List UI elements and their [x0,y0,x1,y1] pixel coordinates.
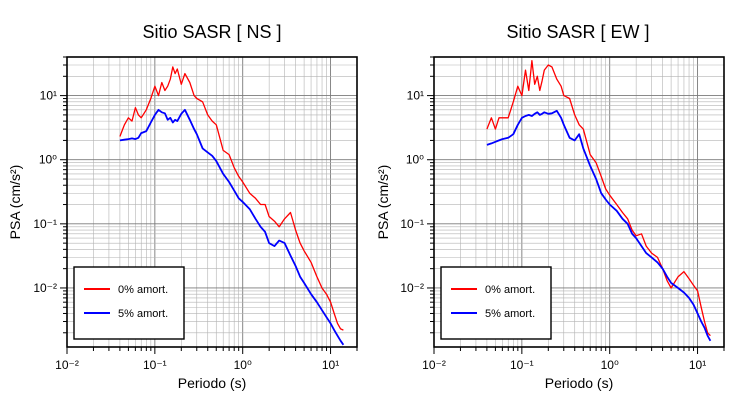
x-tick-label: 10¹ [322,358,339,372]
x-tick-label: 10⁻² [422,358,446,372]
x-axis-label: Periodo (s) [545,375,613,391]
x-ticks: 10⁻² 10⁻¹ 10⁰ 10¹ [422,347,725,372]
y-tick-label: 10⁻¹ [400,217,424,231]
series-lines [486,60,712,342]
series-line-red [486,60,711,337]
x-tick-label: 10¹ [689,358,706,372]
legend-label-1: 5% amort. [485,308,535,320]
x-tick-label: 10⁻² [55,358,79,372]
y-axis-label: PSA (cm/s²) [7,165,23,240]
legend-label-0: 0% amort. [118,284,168,296]
x-axis-label: Periodo (s) [178,375,246,391]
grid [66,56,358,347]
series-lines [119,66,345,346]
legend: 0% amort. 5% amort. [440,266,552,340]
series-line-red [119,66,344,331]
y-ticks: 10⁻² 10⁻¹ 10⁰ 10¹ [33,56,67,334]
series-line-blue [119,108,345,346]
x-ticks: 10⁻² 10⁻¹ 10⁰ 10¹ [55,347,358,372]
chart-ew: Sitio SASR [ EW ] 10⁻² 10⁻¹ 10⁰ 10¹ 10⁻²10⁻… [375,22,725,391]
legend-label-0: 0% amort. [485,284,535,296]
chart-ns: Sitio SASR [ NS ] 10⁻² 10⁻¹ 10⁰ 10¹ 10⁻²10⁻… [7,22,358,391]
legend-box [73,266,185,340]
y-tick-label: 10⁰ [406,153,424,167]
chart-title: Sitio SASR [ NS ] [142,22,281,42]
x-tick-label: 10⁻¹ [510,358,534,372]
legend-label-1: 5% amort. [118,308,168,320]
x-tick-label: 10⁰ [234,358,252,372]
x-tick-label: 10⁻¹ [143,358,167,372]
y-ticks: 10⁻² 10⁻¹ 10⁰ 10¹ [400,56,434,334]
y-tick-label: 10¹ [40,89,57,103]
plot-frame [66,56,358,348]
y-tick-label: 10⁻² [400,281,424,295]
chart-title: Sitio SASR [ EW ] [506,22,649,42]
x-tick-label: 10⁰ [601,358,619,372]
y-tick-label: 10¹ [407,89,424,103]
plot-frame [433,56,725,348]
y-axis-label: PSA (cm/s²) [375,165,391,240]
y-tick-label: 10⁻¹ [33,217,57,231]
y-tick-label: 10⁰ [39,153,57,167]
y-tick-label: 10⁻² [33,281,57,295]
legend: 0% amort. 5% amort. [73,266,185,340]
legend-box [440,266,552,340]
series-line-blue [486,109,712,342]
